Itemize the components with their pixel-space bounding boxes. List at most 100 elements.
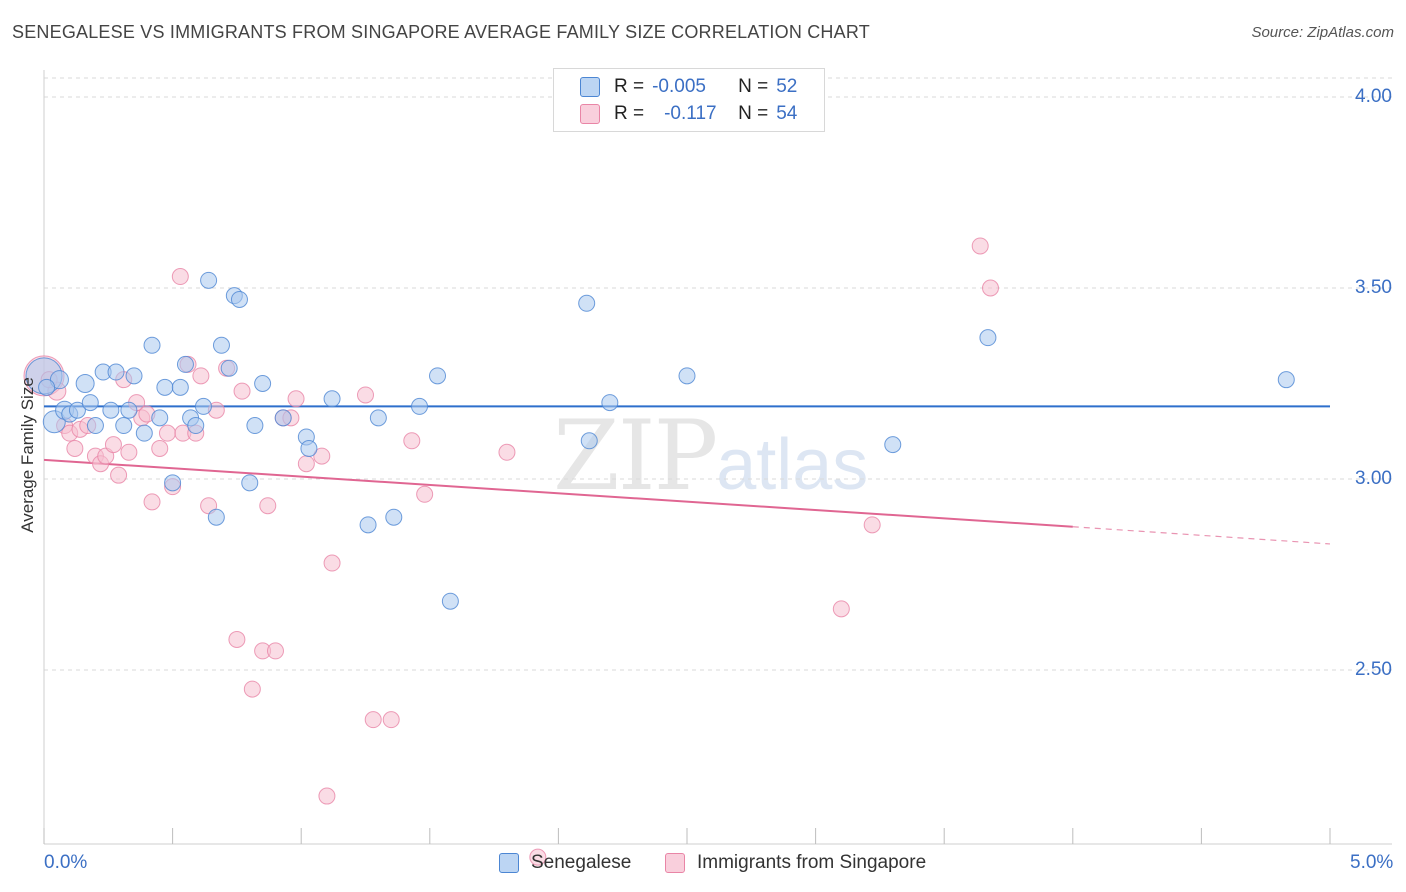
point-singapore-41 [323, 554, 341, 572]
point-singapore-17 [143, 493, 161, 511]
point-senegalese-37 [323, 390, 341, 408]
point-senegalese-28 [220, 359, 238, 377]
point-senegalese-6 [75, 374, 95, 393]
chart-source: Source: ZipAtlas.com [1251, 24, 1394, 41]
legend-row-singapore: R = -0.117 N = 54 [580, 102, 797, 126]
series-label-senegalese: Senegalese [531, 852, 632, 873]
point-singapore-38 [297, 455, 315, 473]
point-singapore-46 [416, 485, 434, 503]
x-tick-label-max: 5.0% [1350, 852, 1394, 873]
legend-n-label: N = [738, 103, 769, 124]
point-singapore-29 [228, 630, 246, 648]
legend-swatch-pink [580, 104, 600, 124]
point-senegalese-38 [359, 516, 377, 534]
point-senegalese-19 [164, 474, 182, 492]
point-singapore-25 [192, 367, 210, 385]
point-singapore-50 [863, 516, 881, 534]
watermark: ZIPatlas [553, 400, 868, 512]
point-singapore-52 [981, 279, 999, 297]
point-senegalese-13 [120, 401, 138, 419]
legend-n-value: 52 [776, 76, 798, 97]
point-senegalese-40 [385, 508, 403, 526]
point-senegalese-45 [580, 432, 598, 450]
point-senegalese-46 [601, 394, 619, 412]
y-tick-label-3.50: 3.50 [1355, 277, 1392, 298]
point-senegalese-48 [884, 436, 902, 454]
point-senegalese-41 [411, 397, 429, 415]
point-senegalese-39 [369, 409, 387, 427]
point-senegalese-44 [578, 294, 596, 312]
point-singapore-37 [287, 390, 305, 408]
legend-r-label: R = [614, 76, 645, 97]
point-senegalese-51 [38, 378, 56, 396]
y-tick-label-2.50: 2.50 [1355, 659, 1392, 680]
series-label-singapore: Immigrants from Singapore [697, 852, 927, 873]
point-singapore-43 [364, 711, 382, 729]
legend-swatch-blue [580, 77, 600, 97]
point-singapore-18 [151, 439, 169, 457]
point-senegalese-34 [274, 409, 292, 427]
point-senegalese-21 [176, 355, 194, 373]
point-singapore-48 [529, 848, 547, 866]
point-senegalese-24 [194, 397, 212, 415]
point-singapore-47 [498, 443, 516, 461]
legend-n-label: N = [738, 76, 769, 97]
point-singapore-42 [357, 386, 374, 404]
point-senegalese-17 [151, 409, 169, 427]
point-senegalese-2 [49, 370, 69, 390]
series-swatch-pink [665, 853, 685, 873]
trend-line-singapore-extension [1072, 526, 1331, 545]
point-senegalese-18 [156, 378, 174, 396]
watermark-zip: ZIP [553, 400, 718, 512]
point-singapore-44 [382, 711, 400, 729]
point-senegalese-14 [125, 367, 143, 385]
point-singapore-19 [158, 424, 176, 442]
point-senegalese-15 [135, 424, 153, 442]
series-swatch-blue [499, 853, 519, 873]
point-senegalese-49 [979, 329, 997, 347]
point-singapore-31 [243, 680, 261, 698]
point-senegalese-12 [115, 417, 133, 435]
point-singapore-39 [313, 447, 331, 465]
point-singapore-49 [832, 600, 850, 618]
legend-n-value: 54 [776, 103, 798, 124]
point-singapore-40 [318, 787, 336, 805]
point-singapore-13 [120, 443, 138, 461]
series-legend-singapore: Immigrants from Singapore [665, 852, 926, 874]
point-senegalese-20 [171, 378, 189, 396]
point-singapore-33 [259, 497, 277, 515]
watermark-atlas: atlas [716, 425, 869, 505]
point-singapore-30 [233, 382, 251, 400]
point-senegalese-10 [102, 401, 120, 419]
point-senegalese-42 [429, 367, 447, 385]
point-senegalese-5 [68, 401, 86, 419]
point-senegalese-47 [678, 367, 696, 385]
legend-r-value: -0.117 [664, 103, 717, 124]
point-senegalese-16 [143, 336, 161, 354]
point-senegalese-26 [207, 508, 225, 526]
series-legend-senegalese: Senegalese [499, 852, 631, 874]
y-tick-label-3.00: 3.00 [1355, 468, 1392, 489]
y-axis-label: Average Family Size [18, 377, 37, 533]
point-senegalese-11 [107, 363, 125, 381]
point-senegalese-31 [241, 474, 259, 492]
point-senegalese-23 [187, 417, 205, 435]
chart-title: SENEGALESE VS IMMIGRANTS FROM SINGAPORE … [12, 22, 870, 42]
stats-legend: R = -0.005 N = 52 R = -0.117 N = 54 [553, 68, 825, 132]
legend-row-senegalese: R = -0.005 N = 52 [580, 75, 797, 99]
point-senegalese-36 [300, 439, 318, 457]
trend-line-singapore [43, 458, 1073, 528]
point-singapore-10 [104, 436, 122, 454]
point-singapore-4 [66, 439, 84, 457]
point-singapore-21 [171, 268, 189, 286]
legend-r-label: R = [614, 103, 645, 124]
point-senegalese-27 [212, 336, 230, 354]
point-senegalese-8 [86, 417, 104, 435]
point-senegalese-50 [1277, 371, 1295, 389]
point-senegalese-25 [200, 271, 218, 289]
point-singapore-51 [971, 237, 989, 255]
point-senegalese-43 [441, 592, 459, 610]
point-senegalese-33 [254, 375, 272, 392]
point-singapore-45 [403, 432, 421, 450]
